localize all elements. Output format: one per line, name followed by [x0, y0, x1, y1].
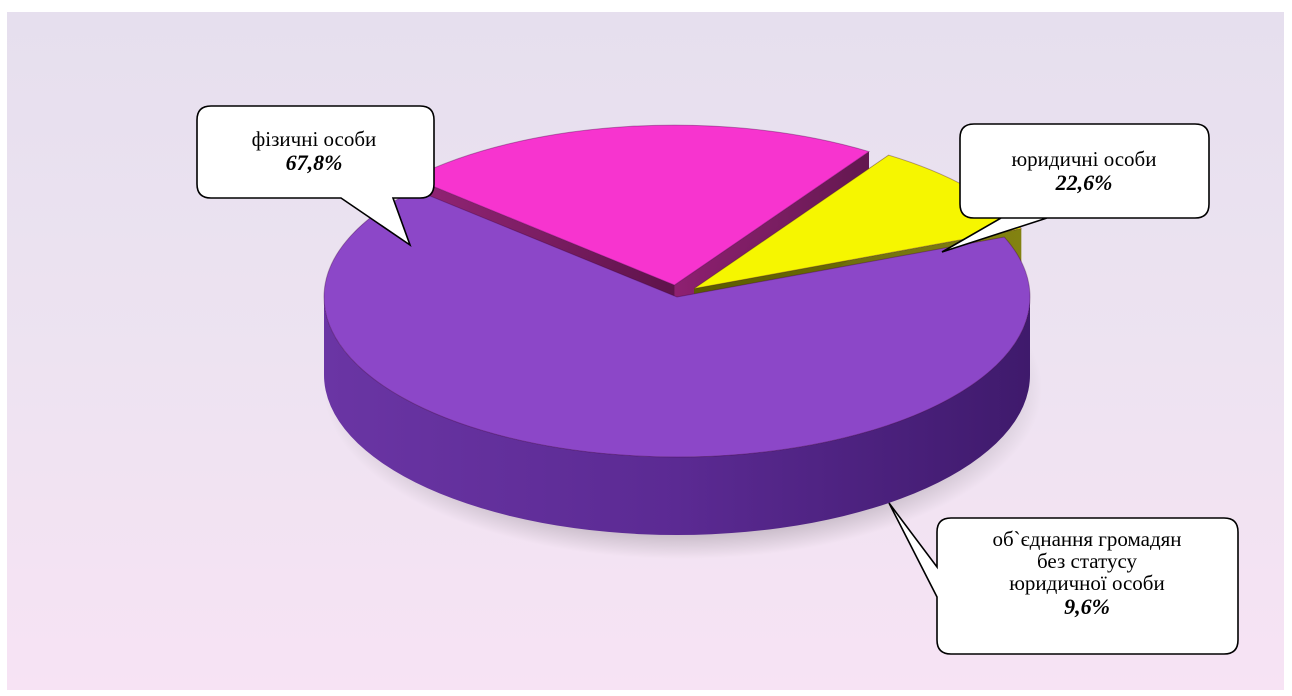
callout-label: юридичні особи — [1011, 147, 1157, 171]
callout-fizychni-osoby: фізичні особи 67,8% — [203, 128, 425, 174]
callout-value: 9,6% — [1064, 594, 1110, 619]
callout-objednannia-hromadian: об`єднання громадян без статусу юридично… — [941, 528, 1233, 618]
callout-label: фізичні особи — [251, 127, 377, 151]
pie-chart — [196, 105, 1239, 655]
callout-label-line-3: юридичної особи — [1009, 571, 1165, 595]
pie-slice-side-0 — [324, 297, 1030, 535]
pie-slice-0 — [323, 189, 1031, 458]
chart-area: фізичні особи 67,8% юридичні особи 22,6%… — [7, 12, 1284, 690]
callout-bubble-fizychni-osoby — [196, 105, 435, 248]
callout-bubble-objednannia-hromadian — [888, 502, 1239, 655]
callout-bubble-yurydychni-osoby — [941, 123, 1210, 253]
callout-label-line-2: без статусу — [1036, 549, 1137, 573]
callout-value: 67,8% — [285, 150, 343, 175]
callout-label-line-1: об`єднання громадян — [992, 527, 1182, 551]
pie-slice-1 — [411, 124, 871, 286]
callout-value: 22,6% — [1055, 170, 1113, 195]
callout-yurydychni-osoby: юридичні особи 22,6% — [965, 148, 1203, 194]
